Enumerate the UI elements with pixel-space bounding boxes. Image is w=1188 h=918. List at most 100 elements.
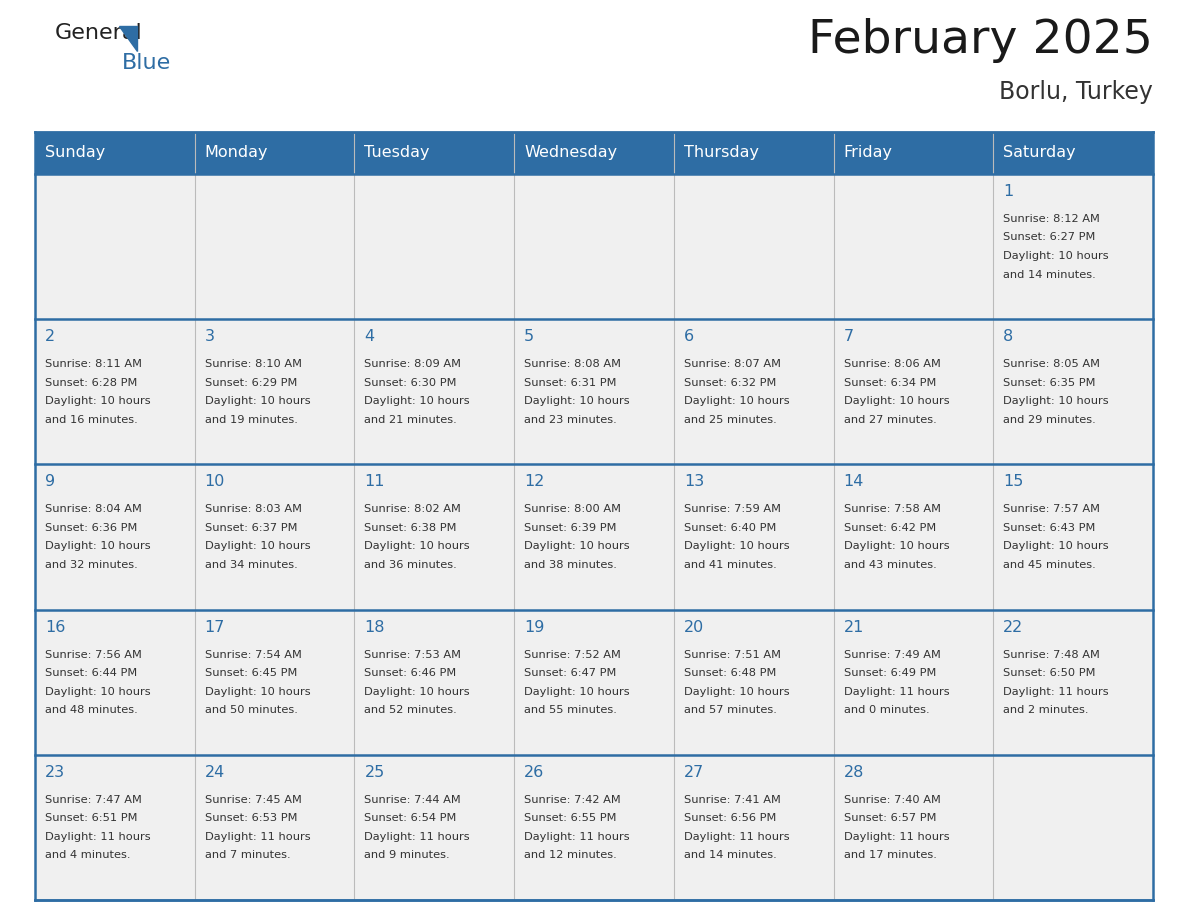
Text: Sunrise: 7:44 AM: Sunrise: 7:44 AM — [365, 795, 461, 805]
Text: Blue: Blue — [122, 53, 171, 73]
Text: Sunrise: 7:56 AM: Sunrise: 7:56 AM — [45, 650, 141, 660]
Bar — [34, 755, 195, 900]
Text: 22: 22 — [1004, 620, 1024, 634]
Text: Sunrise: 8:06 AM: Sunrise: 8:06 AM — [843, 359, 941, 369]
Text: Sunset: 6:36 PM: Sunset: 6:36 PM — [45, 523, 138, 533]
Text: 7: 7 — [843, 330, 854, 344]
Text: Sunset: 6:28 PM: Sunset: 6:28 PM — [45, 377, 138, 387]
Text: 24: 24 — [204, 765, 225, 779]
Text: and 55 minutes.: and 55 minutes. — [524, 705, 617, 715]
Text: Daylight: 10 hours: Daylight: 10 hours — [843, 542, 949, 552]
Text: Sunset: 6:47 PM: Sunset: 6:47 PM — [524, 668, 617, 678]
Text: Sunrise: 8:08 AM: Sunrise: 8:08 AM — [524, 359, 621, 369]
Text: Sunrise: 7:53 AM: Sunrise: 7:53 AM — [365, 650, 461, 660]
Text: Daylight: 10 hours: Daylight: 10 hours — [684, 687, 790, 697]
Bar — [34, 465, 195, 610]
Text: Daylight: 10 hours: Daylight: 10 hours — [684, 542, 790, 552]
Text: Wednesday: Wednesday — [524, 145, 618, 161]
Text: Sunrise: 7:59 AM: Sunrise: 7:59 AM — [684, 504, 781, 514]
Text: and 48 minutes.: and 48 minutes. — [45, 705, 138, 715]
Bar — [993, 465, 1154, 610]
Text: Daylight: 10 hours: Daylight: 10 hours — [684, 397, 790, 406]
Text: Daylight: 10 hours: Daylight: 10 hours — [45, 397, 151, 406]
Text: 11: 11 — [365, 475, 385, 489]
Text: Daylight: 10 hours: Daylight: 10 hours — [524, 397, 630, 406]
Bar — [993, 174, 1154, 319]
Bar — [514, 174, 674, 319]
Text: Daylight: 11 hours: Daylight: 11 hours — [45, 832, 151, 842]
Text: Sunset: 6:48 PM: Sunset: 6:48 PM — [684, 668, 776, 678]
Bar — [514, 755, 674, 900]
Text: Sunrise: 7:41 AM: Sunrise: 7:41 AM — [684, 795, 781, 805]
Text: 23: 23 — [45, 765, 65, 779]
Text: Daylight: 10 hours: Daylight: 10 hours — [524, 542, 630, 552]
Bar — [195, 465, 354, 610]
Text: Sunset: 6:49 PM: Sunset: 6:49 PM — [843, 668, 936, 678]
Text: and 16 minutes.: and 16 minutes. — [45, 415, 138, 425]
Text: and 36 minutes.: and 36 minutes. — [365, 560, 457, 570]
Text: and 29 minutes.: and 29 minutes. — [1004, 415, 1097, 425]
Text: and 45 minutes.: and 45 minutes. — [1004, 560, 1097, 570]
Text: and 34 minutes.: and 34 minutes. — [204, 560, 297, 570]
Text: and 14 minutes.: and 14 minutes. — [684, 850, 777, 860]
Text: 10: 10 — [204, 475, 225, 489]
Text: Sunrise: 7:52 AM: Sunrise: 7:52 AM — [524, 650, 621, 660]
Text: Sunset: 6:42 PM: Sunset: 6:42 PM — [843, 523, 936, 533]
Text: 12: 12 — [524, 475, 544, 489]
Text: and 25 minutes.: and 25 minutes. — [684, 415, 777, 425]
Text: Sunset: 6:32 PM: Sunset: 6:32 PM — [684, 377, 776, 387]
Text: General: General — [55, 23, 143, 43]
Bar — [993, 610, 1154, 755]
Text: Sunrise: 7:45 AM: Sunrise: 7:45 AM — [204, 795, 302, 805]
Text: 14: 14 — [843, 475, 864, 489]
Text: and 52 minutes.: and 52 minutes. — [365, 705, 457, 715]
Text: 28: 28 — [843, 765, 864, 779]
Text: and 17 minutes.: and 17 minutes. — [843, 850, 936, 860]
Text: 8: 8 — [1004, 330, 1013, 344]
Text: 13: 13 — [684, 475, 704, 489]
Text: Daylight: 10 hours: Daylight: 10 hours — [365, 397, 470, 406]
Text: 27: 27 — [684, 765, 704, 779]
Text: Sunrise: 7:51 AM: Sunrise: 7:51 AM — [684, 650, 781, 660]
Bar — [834, 755, 993, 900]
Text: Sunrise: 8:11 AM: Sunrise: 8:11 AM — [45, 359, 143, 369]
Polygon shape — [120, 26, 138, 51]
Text: Sunrise: 7:57 AM: Sunrise: 7:57 AM — [1004, 504, 1100, 514]
Text: Tuesday: Tuesday — [365, 145, 430, 161]
Text: Sunrise: 7:58 AM: Sunrise: 7:58 AM — [843, 504, 941, 514]
Text: 16: 16 — [45, 620, 65, 634]
Bar — [674, 755, 834, 900]
Text: Saturday: Saturday — [1004, 145, 1076, 161]
Bar — [834, 174, 993, 319]
Bar — [34, 610, 195, 755]
Text: Sunrise: 7:47 AM: Sunrise: 7:47 AM — [45, 795, 141, 805]
Bar — [34, 174, 195, 319]
Text: Sunset: 6:27 PM: Sunset: 6:27 PM — [1004, 232, 1095, 242]
Text: 21: 21 — [843, 620, 864, 634]
Text: Sunset: 6:54 PM: Sunset: 6:54 PM — [365, 813, 457, 823]
Text: 6: 6 — [684, 330, 694, 344]
Text: Daylight: 10 hours: Daylight: 10 hours — [45, 542, 151, 552]
Text: Sunrise: 8:02 AM: Sunrise: 8:02 AM — [365, 504, 461, 514]
Text: Sunrise: 7:42 AM: Sunrise: 7:42 AM — [524, 795, 621, 805]
Text: Daylight: 11 hours: Daylight: 11 hours — [524, 832, 630, 842]
Text: Sunset: 6:57 PM: Sunset: 6:57 PM — [843, 813, 936, 823]
Text: Sunrise: 8:05 AM: Sunrise: 8:05 AM — [1004, 359, 1100, 369]
Text: 19: 19 — [524, 620, 544, 634]
Text: Sunset: 6:55 PM: Sunset: 6:55 PM — [524, 813, 617, 823]
Text: Sunset: 6:56 PM: Sunset: 6:56 PM — [684, 813, 776, 823]
Text: Sunset: 6:45 PM: Sunset: 6:45 PM — [204, 668, 297, 678]
Text: 15: 15 — [1004, 475, 1024, 489]
Text: Sunset: 6:50 PM: Sunset: 6:50 PM — [1004, 668, 1095, 678]
Bar — [354, 465, 514, 610]
Bar — [195, 610, 354, 755]
Text: Sunset: 6:30 PM: Sunset: 6:30 PM — [365, 377, 457, 387]
Text: Daylight: 10 hours: Daylight: 10 hours — [1004, 397, 1108, 406]
Text: and 2 minutes.: and 2 minutes. — [1004, 705, 1088, 715]
Text: 1: 1 — [1004, 184, 1013, 199]
Text: Sunset: 6:46 PM: Sunset: 6:46 PM — [365, 668, 456, 678]
Text: and 19 minutes.: and 19 minutes. — [204, 415, 297, 425]
Text: 25: 25 — [365, 765, 385, 779]
Text: 2: 2 — [45, 330, 55, 344]
Text: and 14 minutes.: and 14 minutes. — [1004, 270, 1097, 279]
